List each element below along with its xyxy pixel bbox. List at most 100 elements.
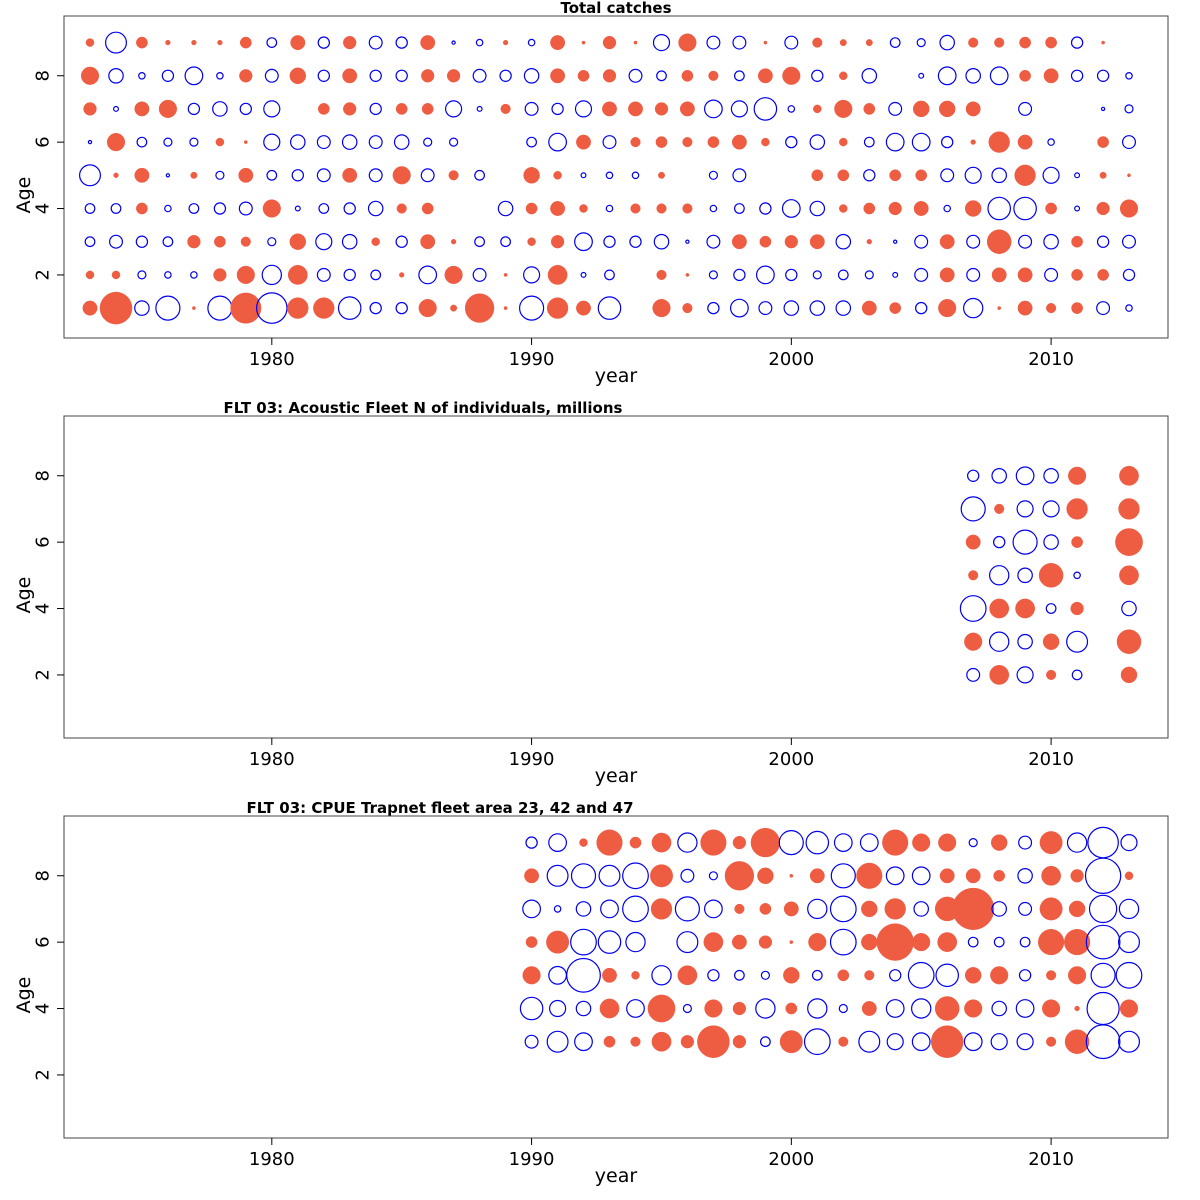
- bubble-positive: [997, 306, 1002, 310]
- bubble-negative: [78, 164, 101, 187]
- bubble-positive: [136, 202, 148, 215]
- bubble-positive: [658, 171, 665, 179]
- bubble-positive: [994, 37, 1005, 48]
- bubble-negative: [830, 863, 856, 889]
- bubble-negative: [937, 66, 957, 86]
- bubble-negative: [527, 38, 536, 47]
- bubble-positive: [655, 136, 668, 148]
- bubble-positive: [732, 835, 747, 850]
- bubble-negative: [989, 66, 1009, 86]
- bubble-negative: [294, 205, 301, 212]
- bubble-negative: [1066, 832, 1088, 853]
- bubble-negative: [893, 239, 898, 244]
- bubble-negative: [1084, 857, 1122, 895]
- bubble-positive: [1127, 173, 1131, 178]
- bubble-negative: [367, 200, 384, 217]
- bubble-negative: [1124, 104, 1134, 114]
- bubble-negative: [603, 235, 616, 248]
- bubble-positive: [759, 235, 772, 248]
- bubble-negative: [316, 267, 331, 282]
- bubble-positive: [861, 1001, 877, 1016]
- bubble-positive: [396, 203, 407, 214]
- bubble-positive: [682, 303, 693, 314]
- bubble-positive: [1071, 269, 1083, 281]
- bubble-positive: [707, 136, 720, 148]
- bubble-positive: [647, 994, 676, 1023]
- x-tick-label: 1980: [249, 749, 295, 770]
- bubble-positive: [809, 234, 825, 250]
- bubble-positive: [839, 204, 848, 213]
- bubble-negative: [993, 936, 1005, 948]
- bubble-negative: [476, 105, 483, 112]
- bubble-negative: [1074, 172, 1081, 179]
- bubble-positive: [1042, 999, 1061, 1018]
- bubble-negative: [733, 268, 746, 282]
- y-tick-label: 8: [33, 70, 54, 81]
- bubble-positive: [697, 1025, 730, 1058]
- bubble-negative: [987, 196, 1011, 221]
- bubble-negative: [518, 295, 545, 321]
- bubble-positive: [262, 199, 281, 218]
- bubble-negative: [1016, 1033, 1034, 1051]
- bubble-negative: [522, 899, 541, 919]
- bubble-positive: [938, 833, 957, 852]
- bubble-positive: [811, 169, 824, 182]
- bubble-negative: [164, 204, 172, 213]
- bubble-positive: [313, 297, 335, 319]
- bubble-negative: [1012, 529, 1038, 555]
- bubble-negative: [968, 837, 978, 848]
- bubble-positive: [1119, 465, 1139, 486]
- bubble-negative: [522, 266, 541, 284]
- bubble-negative: [525, 836, 538, 849]
- bubble-negative: [1017, 633, 1033, 650]
- bubble-positive: [861, 300, 877, 316]
- bubble-negative: [1120, 833, 1138, 852]
- bubble-negative: [864, 270, 874, 280]
- bubble-negative: [1118, 898, 1140, 920]
- bubble-negative: [212, 101, 228, 117]
- x-tick-label: 2000: [768, 749, 814, 770]
- bubble-positive: [1017, 267, 1033, 283]
- bubble-positive: [1118, 498, 1140, 520]
- bubble-positive: [965, 868, 981, 884]
- bubble-negative: [395, 36, 408, 49]
- bubble-positive: [602, 35, 617, 50]
- bubble-negative: [918, 72, 925, 79]
- bubble-negative: [605, 204, 614, 213]
- bubble-positive: [1101, 40, 1105, 45]
- bubble-negative: [1018, 969, 1032, 982]
- y-tick-label: 8: [33, 870, 54, 881]
- bubble-positive: [134, 167, 150, 183]
- bubble-negative: [570, 863, 597, 889]
- bubble-positive: [633, 40, 638, 45]
- bubble-positive: [866, 239, 872, 245]
- bubble-positive: [522, 966, 541, 985]
- bubble-positive: [343, 35, 357, 50]
- bubble-positive: [789, 873, 794, 878]
- y-tick-label: 6: [33, 536, 54, 547]
- bubble-positive: [650, 898, 673, 920]
- bubble-negative: [207, 295, 233, 321]
- bubble-positive: [550, 235, 565, 249]
- bubble-positive: [240, 236, 251, 247]
- bubble-negative: [651, 965, 672, 986]
- bubble-negative: [188, 203, 200, 214]
- bubble-positive: [213, 268, 227, 282]
- bubble-negative: [960, 496, 986, 522]
- bubble-positive: [446, 69, 461, 83]
- bubble-positive: [602, 101, 617, 117]
- bubble-positive: [85, 38, 95, 47]
- bubble-negative: [337, 296, 362, 320]
- bubble-positive: [864, 970, 875, 981]
- bubble-positive: [1071, 235, 1083, 248]
- bubble-negative: [548, 965, 567, 985]
- bubble-negative: [108, 68, 124, 84]
- bubble-negative: [575, 901, 592, 917]
- bubble-negative: [911, 132, 931, 152]
- bubble-positive: [784, 235, 798, 249]
- bubble-negative: [966, 267, 981, 282]
- bubble-positive: [882, 829, 909, 856]
- bubble-negative: [781, 199, 801, 218]
- bubble-negative: [1096, 301, 1111, 316]
- bubble-positive: [789, 940, 794, 944]
